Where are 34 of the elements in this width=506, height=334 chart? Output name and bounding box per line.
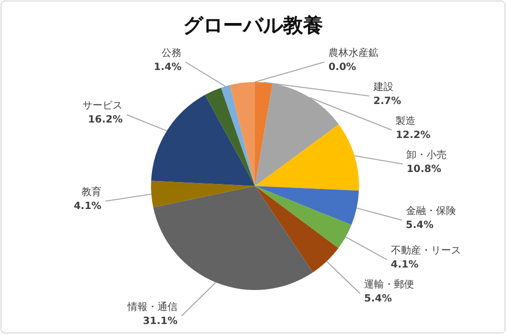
slice-label: 製造 [396, 115, 416, 127]
pie-slice [255, 186, 352, 248]
pie-slice [255, 186, 338, 272]
pie-slice [151, 180, 255, 208]
data-label: 2.7% [373, 96, 402, 107]
slice-label: 不動産・リース [390, 244, 461, 257]
slice-label: サービス [82, 100, 123, 112]
pie-slice [153, 186, 313, 290]
data-label: 10.8% [406, 164, 442, 175]
data-label: 5.4% [406, 220, 434, 232]
pie-slice [221, 85, 255, 186]
chart-title: グローバル教養 [183, 13, 323, 37]
data-label: 12.2% [396, 130, 430, 141]
pie-slice [204, 88, 255, 186]
pie-slice [255, 82, 273, 186]
pie-slice [230, 82, 255, 186]
pie-slice [255, 186, 359, 225]
data-label: 5.4% [364, 294, 392, 305]
pie-slice [255, 124, 359, 191]
text: 0.0% [328, 62, 356, 73]
data-label: 4.1% [390, 260, 419, 271]
category-label: 農林水産鉱 [328, 48, 378, 59]
slice-label: 運輸・郵便 [364, 278, 414, 291]
slice-label: 金融・保険 [406, 205, 456, 218]
data-label: 31.1% [142, 316, 178, 327]
data-label: 1.4% [154, 62, 182, 73]
slice-label: 情報・通信 [126, 301, 178, 313]
data-label: 4.1% [74, 201, 102, 212]
slice-label: 卸・小売 [406, 149, 447, 161]
slice-label: 公務 [162, 47, 182, 59]
slice-label: 教育 [81, 186, 102, 198]
slice-label: 建設 [372, 81, 394, 93]
data-label: 16.2% [88, 114, 123, 126]
pie-slice [151, 94, 255, 186]
